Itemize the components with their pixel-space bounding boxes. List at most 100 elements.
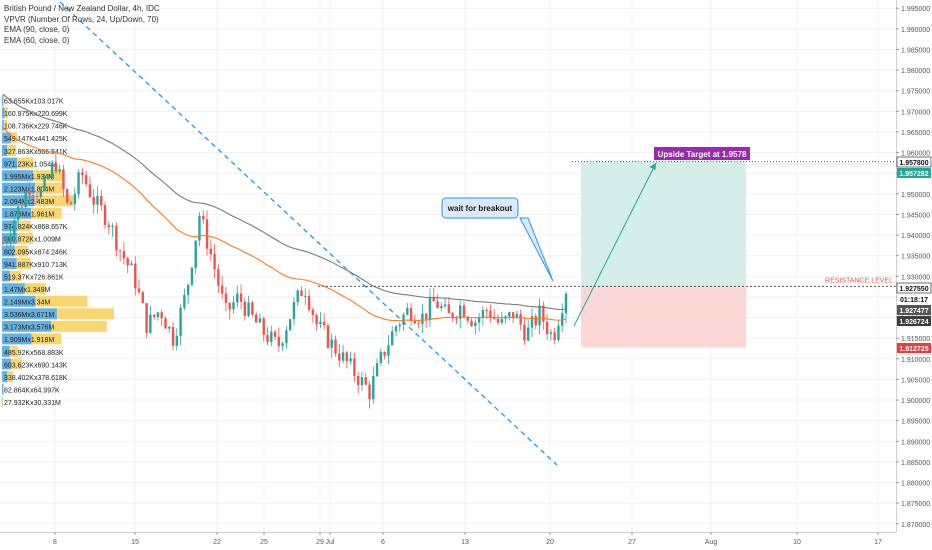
volume-profile-label: 327.863Kx566.541K bbox=[4, 149, 68, 156]
profit-target-zone[interactable] bbox=[581, 161, 746, 287]
candle-body bbox=[266, 334, 269, 343]
candle-body bbox=[311, 309, 315, 316]
volume-profile-up-bar bbox=[2, 132, 11, 144]
candle-body bbox=[190, 267, 194, 285]
y-tick-label: 1.990000 bbox=[901, 27, 930, 34]
x-tick-label: 20 bbox=[546, 539, 554, 546]
candle-body bbox=[122, 251, 126, 259]
x-tick-label: 8 bbox=[53, 539, 57, 546]
candle-body bbox=[209, 248, 213, 255]
x-tick-label: 29 bbox=[316, 539, 324, 546]
ema-60-label[interactable]: EMA (60, close, 0) bbox=[4, 35, 70, 45]
candle-body bbox=[292, 302, 296, 320]
candle-body bbox=[304, 295, 307, 297]
y-tick-label: 1.970000 bbox=[901, 109, 930, 116]
volume-profile-down-bar bbox=[51, 320, 107, 332]
candle-body bbox=[84, 175, 88, 185]
price-axis[interactable] bbox=[896, 0, 932, 550]
candle-body bbox=[527, 327, 530, 341]
candle-body bbox=[69, 202, 73, 205]
candle-body bbox=[88, 184, 92, 198]
volume-profile-down-bar bbox=[17, 232, 33, 244]
candle-body bbox=[251, 302, 254, 315]
candle-body bbox=[334, 339, 337, 354]
candle-body bbox=[451, 313, 454, 319]
candle-body bbox=[228, 302, 231, 310]
candle-body bbox=[183, 295, 186, 308]
volume-profile-label: 82.864Kx64.997K bbox=[4, 387, 60, 394]
callout-box[interactable] bbox=[441, 197, 519, 219]
volume-profile-up-bar bbox=[2, 220, 18, 232]
candle-body bbox=[353, 358, 356, 377]
volume-profile-down-bar bbox=[2, 94, 5, 106]
candle-body bbox=[368, 384, 371, 400]
callout-text: wait for breakout bbox=[447, 204, 513, 213]
volume-profile-up-bar bbox=[2, 295, 36, 307]
volume-profile-up-bar bbox=[2, 371, 8, 383]
candle-body bbox=[432, 297, 435, 302]
volume-profile-up-bar bbox=[2, 119, 4, 131]
volume-profile-label: 485.92Kx568.883K bbox=[4, 350, 64, 357]
y-tick-label: 1.900000 bbox=[901, 398, 930, 405]
candle-body bbox=[402, 314, 405, 325]
candle-body bbox=[156, 312, 160, 317]
candle-body bbox=[409, 307, 413, 321]
candle-body bbox=[50, 163, 54, 178]
target-label-box[interactable] bbox=[654, 147, 750, 160]
candle-body bbox=[24, 192, 27, 208]
volume-profile-up-bar bbox=[2, 333, 32, 345]
candle-body bbox=[489, 310, 492, 319]
candle-body bbox=[564, 293, 568, 314]
price-badge-label: 01:18:17 bbox=[900, 297, 928, 304]
ema-90-line[interactable] bbox=[2, 93, 567, 311]
volume-profile-up-bar bbox=[2, 270, 11, 282]
volume-profile-down-bar bbox=[17, 220, 31, 232]
projection-arrow[interactable] bbox=[573, 162, 657, 327]
volume-profile-down-bar bbox=[7, 371, 14, 383]
y-tick-label: 1.980000 bbox=[901, 68, 930, 75]
candle-body bbox=[111, 225, 114, 228]
candle-body bbox=[5, 240, 8, 244]
candle-body bbox=[372, 376, 375, 400]
symbol-title[interactable]: British Pound / New Zealand Dollar, 4h, … bbox=[4, 4, 160, 13]
candle-body bbox=[1, 243, 5, 245]
candle-body bbox=[428, 297, 432, 320]
ema-60-line[interactable] bbox=[2, 127, 567, 322]
candle-body bbox=[43, 178, 46, 190]
volume-profile-up-bar bbox=[2, 157, 18, 169]
candle-body bbox=[77, 172, 80, 195]
candle-body bbox=[39, 189, 42, 197]
volume-profile-down-bar bbox=[17, 157, 34, 169]
y-tick-label: 1.870000 bbox=[901, 522, 930, 529]
stop-loss-zone[interactable] bbox=[581, 286, 746, 348]
candle-body bbox=[466, 317, 469, 321]
x-tick-label: 10 bbox=[793, 539, 801, 546]
candle-body bbox=[474, 322, 477, 327]
candle-body bbox=[81, 172, 84, 176]
time-axis[interactable] bbox=[0, 532, 896, 550]
candle-body bbox=[100, 195, 103, 206]
candle-body bbox=[13, 220, 16, 236]
volume-profile-label: 108.736Kx229.746K bbox=[4, 124, 68, 131]
candle-body bbox=[254, 314, 258, 323]
candle-body bbox=[349, 358, 352, 362]
y-tick-label: 1.935000 bbox=[901, 254, 930, 261]
volume-profile-down-bar bbox=[11, 358, 23, 370]
y-tick-label: 1.945000 bbox=[901, 212, 930, 219]
ema-90-label[interactable]: EMA (90, close, 0) bbox=[4, 25, 70, 34]
candle-body bbox=[16, 206, 20, 221]
candle-body bbox=[436, 301, 439, 309]
candle-body bbox=[224, 293, 228, 303]
candle-body bbox=[477, 318, 481, 323]
volume-profile-label: 980.872Kx1.009M bbox=[4, 237, 61, 244]
candle-body bbox=[288, 319, 292, 331]
x-tick-label: 17 bbox=[874, 539, 882, 546]
vpvr-indicator-label[interactable]: VPVR (Number Of Rows, 24, Up/Down, 70) bbox=[4, 14, 159, 24]
candle-body bbox=[213, 254, 216, 270]
x-tick-label: Aug bbox=[705, 539, 718, 546]
volume-profile-up-bar bbox=[2, 258, 17, 270]
candle-body bbox=[508, 312, 511, 317]
candle-body bbox=[545, 321, 549, 335]
candle-body bbox=[500, 318, 503, 323]
